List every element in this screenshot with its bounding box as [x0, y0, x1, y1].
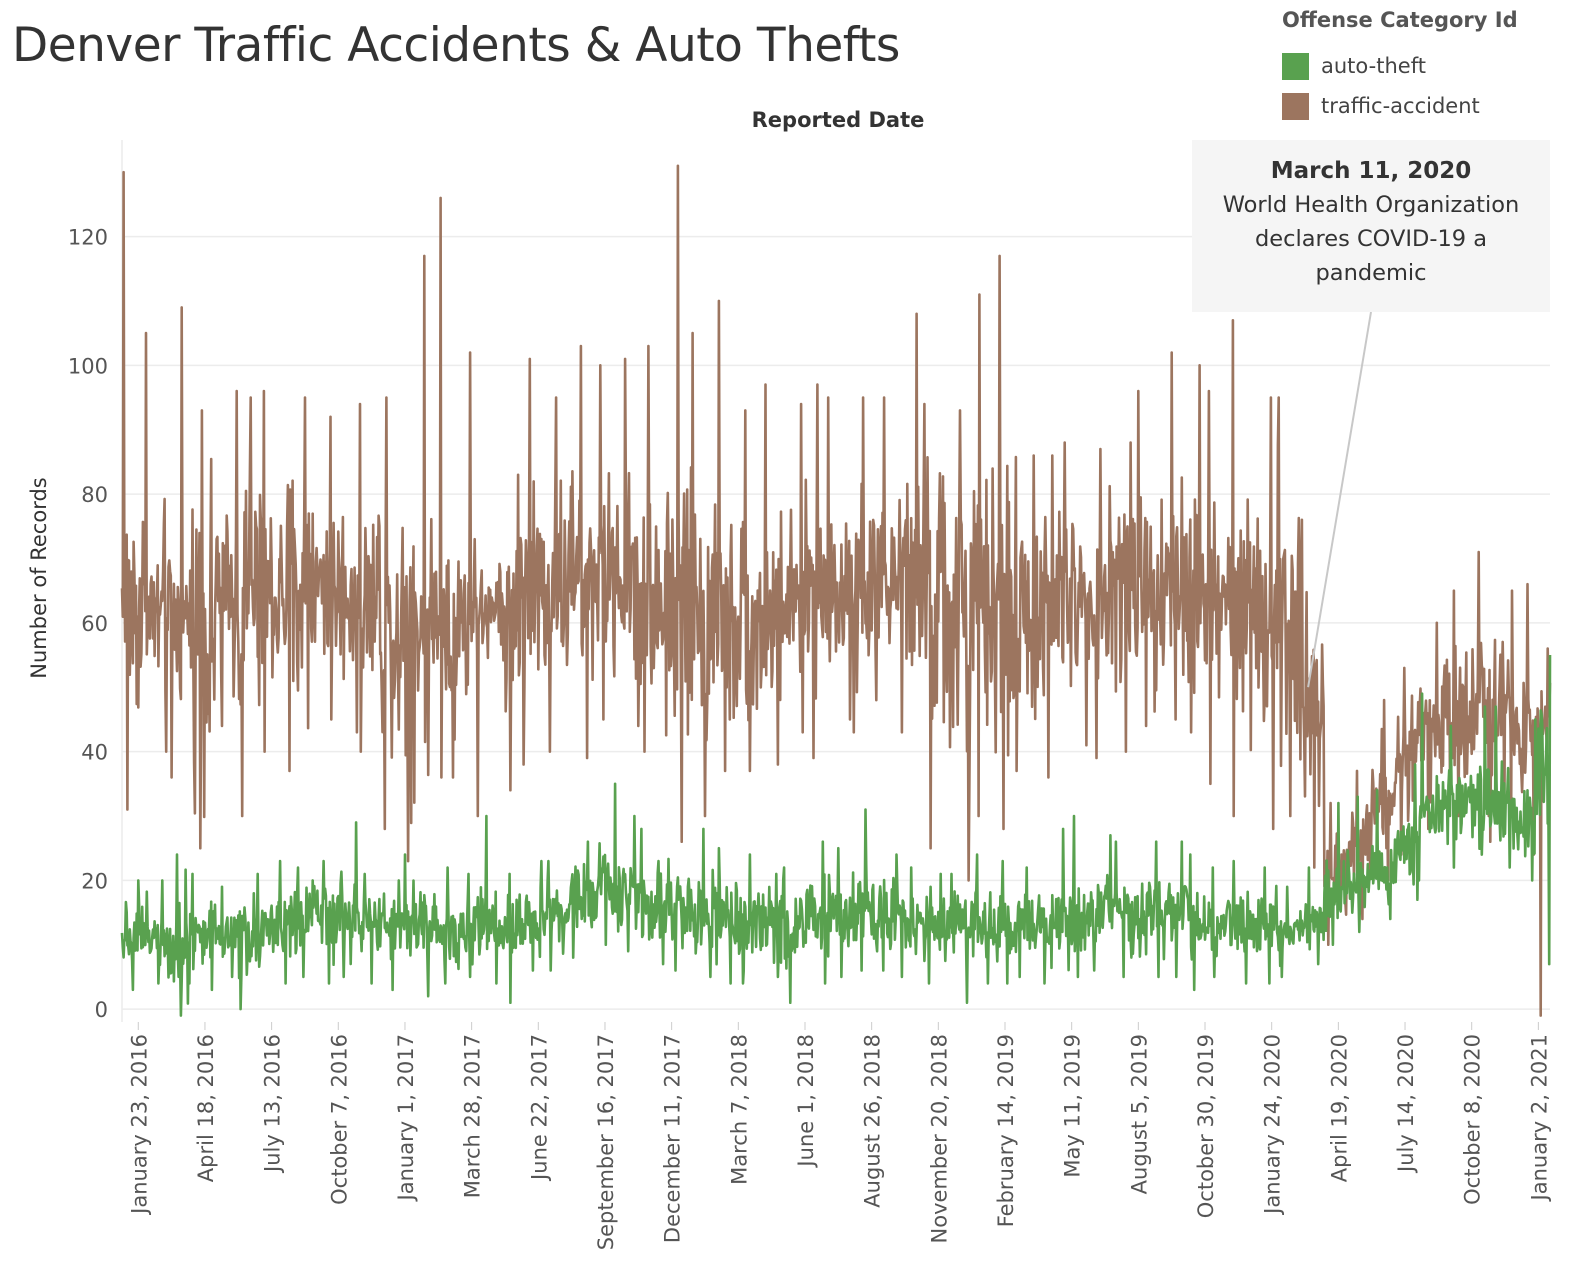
x-tick-label: July 13, 2016	[261, 1034, 285, 1174]
x-tick-label: October 8, 2020	[1461, 1034, 1485, 1205]
x-axis: January 23, 2016 April 18, 2016 July 13, 2…	[127, 1022, 1551, 1250]
annotation-date: March 11, 2020	[1270, 158, 1472, 184]
x-tick-label: April 19, 2020	[1327, 1034, 1351, 1182]
x-tick-label: November 20, 2018	[927, 1034, 951, 1243]
y-tick-label: 60	[81, 612, 108, 636]
x-tick-label: March 7, 2018	[727, 1034, 751, 1185]
annotation-text: World Health Organization declares COVID…	[1222, 192, 1520, 286]
y-tick-label: 40	[81, 741, 108, 765]
legend-item-traffic-accident[interactable]: traffic-accident	[1282, 86, 1518, 126]
legend-swatch-traffic-accident	[1282, 92, 1309, 120]
legend-label-auto-theft: auto-theft	[1321, 54, 1426, 78]
x-tick-label: August 26, 2018	[861, 1034, 885, 1208]
x-tick-label: September 16, 2017	[594, 1034, 618, 1250]
series-line-auto-theft	[120, 654, 1552, 1017]
x-tick-label: February 14, 2019	[994, 1034, 1018, 1227]
legend-title: Offense Category Id	[1282, 8, 1518, 32]
annotation-pointer	[1307, 311, 1372, 688]
x-tick-label: June 22, 2017	[527, 1034, 551, 1182]
series-line-traffic-accident	[120, 164, 1552, 1017]
x-tick-label: January 1, 2017	[394, 1034, 418, 1202]
x-tick-label: October 30, 2019	[1194, 1034, 1218, 1218]
y-axis: 0 20 40 60 80 100 120	[68, 226, 108, 1023]
legend: Offense Category Id auto-theft traffic-a…	[1282, 8, 1518, 126]
x-tick-label: March 28, 2017	[461, 1034, 485, 1198]
legend-item-auto-theft[interactable]: auto-theft	[1282, 46, 1518, 86]
chart-title: Denver Traffic Accidents & Auto Thefts	[12, 18, 900, 73]
x-tick-label: October 7, 2016	[327, 1034, 351, 1205]
legend-label-traffic-accident: traffic-accident	[1321, 94, 1480, 118]
x-tick-label: January 24, 2020	[1261, 1034, 1285, 1216]
x-tick-label: April 18, 2016	[194, 1034, 218, 1182]
x-tick-label: May 11, 2019	[1061, 1034, 1085, 1178]
x-tick-label: July 14, 2020	[1394, 1034, 1418, 1174]
legend-swatch-auto-theft	[1282, 52, 1309, 80]
y-tick-label: 120	[68, 226, 108, 250]
x-tick-label: December 11, 2017	[661, 1034, 685, 1243]
x-tick-label: January 2, 2021	[1527, 1034, 1551, 1202]
annotation-callout: March 11, 2020 World Health Organization…	[1192, 140, 1550, 312]
y-axis-title: Number of Records	[27, 477, 51, 678]
y-tick-label: 100	[68, 354, 108, 378]
y-tick-label: 20	[81, 869, 108, 893]
x-tick-label: January 23, 2016	[127, 1034, 151, 1216]
x-tick-label: August 5, 2019	[1127, 1034, 1151, 1194]
x-tick-label: June 1, 2018	[794, 1034, 818, 1169]
x-axis-title: Reported Date	[752, 108, 925, 132]
series-layer	[120, 164, 1552, 1017]
y-tick-label: 80	[81, 483, 108, 507]
y-tick-label: 0	[95, 998, 108, 1022]
